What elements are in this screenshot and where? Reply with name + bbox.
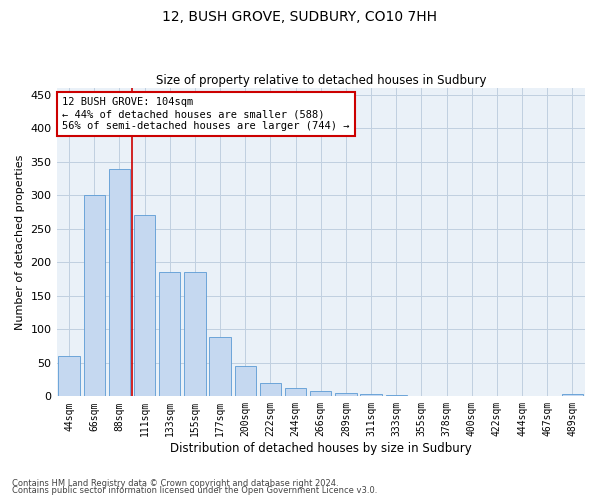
Bar [83, 196, 105, 396]
Bar [209, 338, 231, 396]
Bar [361, 394, 382, 396]
Bar [109, 168, 130, 396]
Bar [335, 393, 356, 396]
Text: Contains public sector information licensed under the Open Government Licence v3: Contains public sector information licen… [12, 486, 377, 495]
Bar [310, 391, 331, 396]
Bar [285, 388, 307, 396]
Bar [235, 366, 256, 396]
X-axis label: Distribution of detached houses by size in Sudbury: Distribution of detached houses by size … [170, 442, 472, 455]
Bar [386, 395, 407, 396]
Title: Size of property relative to detached houses in Sudbury: Size of property relative to detached ho… [155, 74, 486, 87]
Bar [58, 356, 80, 397]
Bar [184, 272, 206, 396]
Bar [134, 216, 155, 396]
Text: 12 BUSH GROVE: 104sqm
← 44% of detached houses are smaller (588)
56% of semi-det: 12 BUSH GROVE: 104sqm ← 44% of detached … [62, 98, 349, 130]
Text: 12, BUSH GROVE, SUDBURY, CO10 7HH: 12, BUSH GROVE, SUDBURY, CO10 7HH [163, 10, 437, 24]
Bar [562, 394, 583, 396]
Bar [159, 272, 181, 396]
Y-axis label: Number of detached properties: Number of detached properties [15, 154, 25, 330]
Bar [260, 383, 281, 396]
Text: Contains HM Land Registry data © Crown copyright and database right 2024.: Contains HM Land Registry data © Crown c… [12, 478, 338, 488]
